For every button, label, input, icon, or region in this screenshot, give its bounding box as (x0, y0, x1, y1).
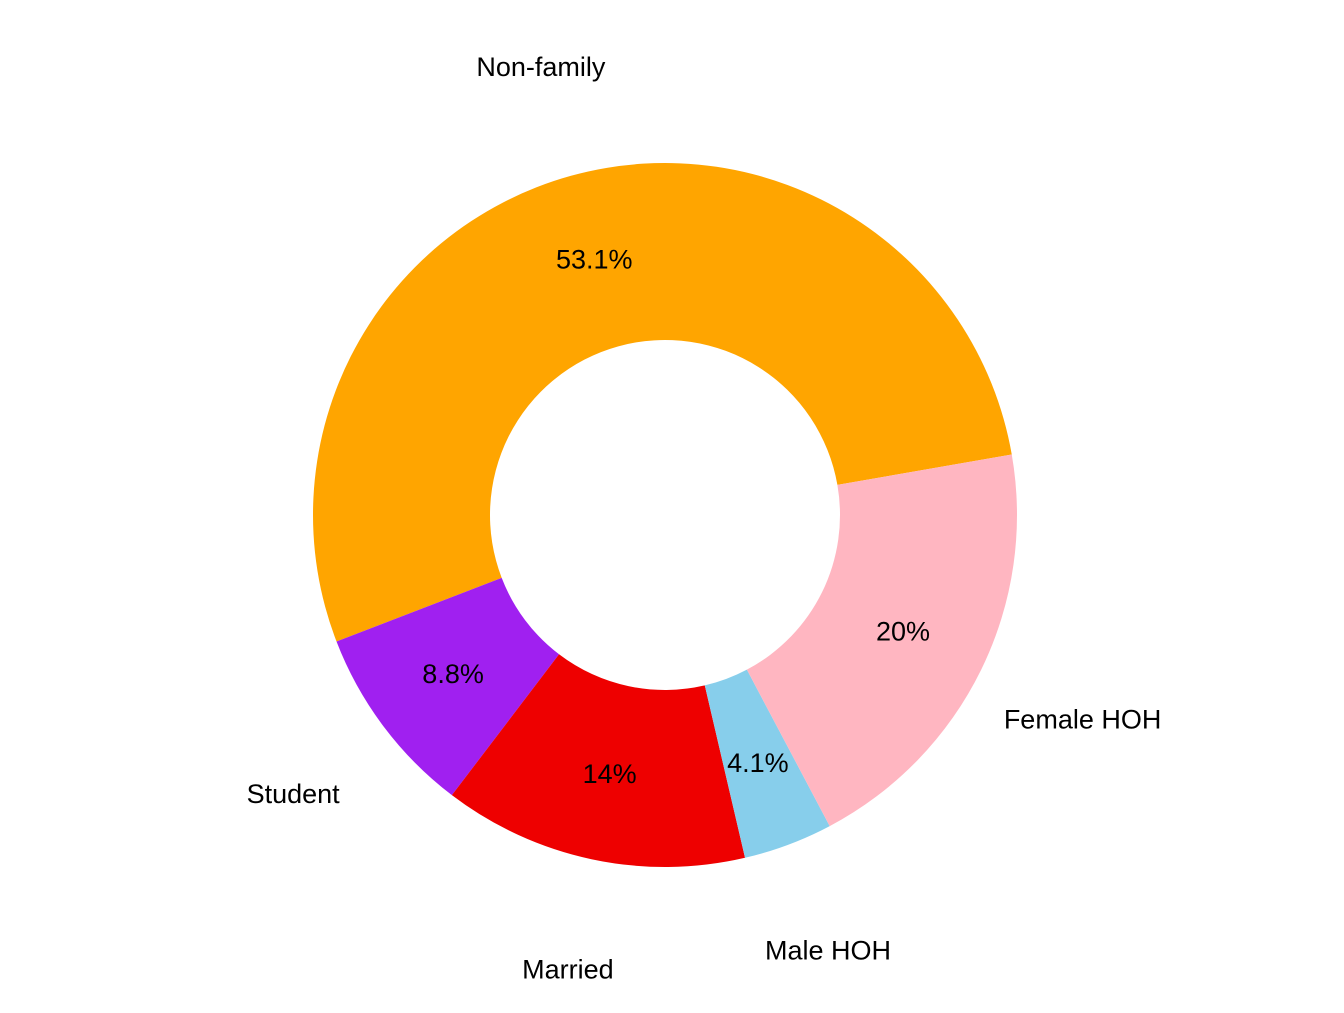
category-label-male-hoh: Male HOH (765, 935, 891, 965)
slice-male-hoh (704, 669, 830, 858)
category-label-student: Student (247, 779, 341, 809)
percent-label-female-hoh: 20% (876, 617, 930, 647)
slice-female-hoh (746, 454, 1017, 827)
category-label-non-family: Non-family (476, 52, 606, 82)
slices-group (313, 163, 1017, 867)
percent-label-student: 8.8% (422, 659, 484, 689)
slice-non-family (313, 163, 1012, 642)
category-labels-group: Non-family Student Married Male HOH Female H… (247, 52, 1162, 985)
category-label-married: Married (522, 955, 614, 985)
slice-married (451, 654, 746, 867)
percent-label-married: 14% (583, 759, 637, 789)
category-label-female-hoh: Female HOH (1004, 705, 1162, 735)
percent-label-non-family: 53.1% (556, 245, 633, 275)
percent-label-male-hoh: 4.1% (727, 748, 789, 778)
percent-labels-group: 53.1% 8.8% 14% 4.1% 20% (422, 245, 930, 790)
slice-student (336, 577, 560, 796)
